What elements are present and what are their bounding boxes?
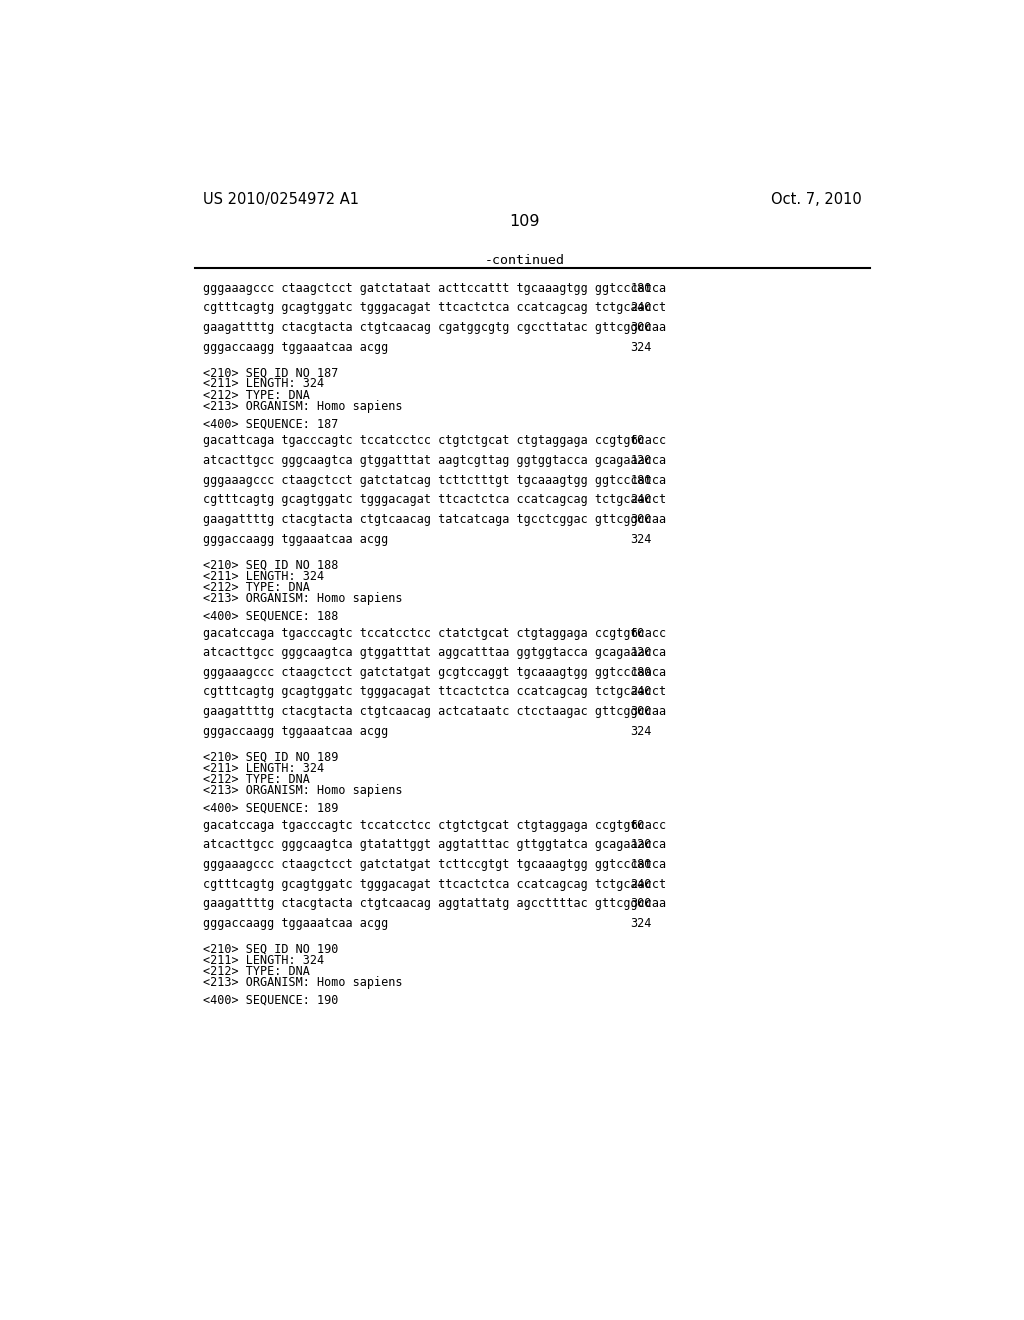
Text: <400> SEQUENCE: 190: <400> SEQUENCE: 190 (203, 994, 339, 1006)
Text: gaagattttg ctacgtacta ctgtcaacag actcataatc ctcctaagac gttcggccaa: gaagattttg ctacgtacta ctgtcaacag actcata… (203, 705, 667, 718)
Text: 60: 60 (630, 434, 644, 447)
Text: 240: 240 (630, 685, 651, 698)
Text: gaagattttg ctacgtacta ctgtcaacag tatcatcaga tgcctcggac gttcggccaa: gaagattttg ctacgtacta ctgtcaacag tatcatc… (203, 513, 667, 525)
Text: <400> SEQUENCE: 188: <400> SEQUENCE: 188 (203, 610, 339, 622)
Text: 324: 324 (630, 725, 651, 738)
Text: 324: 324 (630, 533, 651, 545)
Text: cgtttcagtg gcagtggatc tgggacagat ttcactctca ccatcagcag tctgcaacct: cgtttcagtg gcagtggatc tgggacagat ttcactc… (203, 878, 667, 891)
Text: <210> SEQ ID NO 190: <210> SEQ ID NO 190 (203, 942, 339, 956)
Text: 240: 240 (630, 494, 651, 507)
Text: atcacttgcc gggcaagtca gtatattggt aggtatttac gttggtatca gcagaaacca: atcacttgcc gggcaagtca gtatattggt aggtatt… (203, 838, 667, 851)
Text: <213> ORGANISM: Homo sapiens: <213> ORGANISM: Homo sapiens (203, 591, 402, 605)
Text: gggaaagccc ctaagctcct gatctatgat gcgtccaggt tgcaaagtgg ggtcccaaca: gggaaagccc ctaagctcct gatctatgat gcgtcca… (203, 665, 667, 678)
Text: cgtttcagtg gcagtggatc tgggacagat ttcactctca ccatcagcag tctgcaacct: cgtttcagtg gcagtggatc tgggacagat ttcactc… (203, 301, 667, 314)
Text: cgtttcagtg gcagtggatc tgggacagat ttcactctca ccatcagcag tctgcaacct: cgtttcagtg gcagtggatc tgggacagat ttcactc… (203, 494, 667, 507)
Text: 60: 60 (630, 818, 644, 832)
Text: <211> LENGTH: 324: <211> LENGTH: 324 (203, 762, 325, 775)
Text: 180: 180 (630, 665, 651, 678)
Text: 324: 324 (630, 917, 651, 929)
Text: gggaccaagg tggaaatcaa acgg: gggaccaagg tggaaatcaa acgg (203, 533, 388, 545)
Text: gggaaagccc ctaagctcct gatctatcag tcttctttgt tgcaaagtgg ggtcccatca: gggaaagccc ctaagctcct gatctatcag tcttctt… (203, 474, 667, 487)
Text: gacattcaga tgacccagtc tccatcctcc ctgtctgcat ctgtaggaga ccgtgtcacc: gacattcaga tgacccagtc tccatcctcc ctgtctg… (203, 434, 667, 447)
Text: <211> LENGTH: 324: <211> LENGTH: 324 (203, 378, 325, 391)
Text: <400> SEQUENCE: 189: <400> SEQUENCE: 189 (203, 801, 339, 814)
Text: <210> SEQ ID NO 189: <210> SEQ ID NO 189 (203, 751, 339, 763)
Text: <212> TYPE: DNA: <212> TYPE: DNA (203, 388, 310, 401)
Text: Oct. 7, 2010: Oct. 7, 2010 (771, 191, 862, 206)
Text: 180: 180 (630, 474, 651, 487)
Text: gggaaagccc ctaagctcct gatctatgat tcttccgtgt tgcaaagtgg ggtcccatca: gggaaagccc ctaagctcct gatctatgat tcttccg… (203, 858, 667, 871)
Text: 300: 300 (630, 705, 651, 718)
Text: 60: 60 (630, 627, 644, 640)
Text: 240: 240 (630, 301, 651, 314)
Text: -continued: -continued (484, 253, 565, 267)
Text: 120: 120 (630, 838, 651, 851)
Text: US 2010/0254972 A1: US 2010/0254972 A1 (203, 191, 359, 206)
Text: 120: 120 (630, 454, 651, 467)
Text: <213> ORGANISM: Homo sapiens: <213> ORGANISM: Homo sapiens (203, 400, 402, 413)
Text: 180: 180 (630, 281, 651, 294)
Text: gggaccaagg tggaaatcaa acgg: gggaccaagg tggaaatcaa acgg (203, 917, 388, 929)
Text: <210> SEQ ID NO 188: <210> SEQ ID NO 188 (203, 558, 339, 572)
Text: 300: 300 (630, 898, 651, 911)
Text: atcacttgcc gggcaagtca gtggatttat aagtcgttag ggtggtacca gcagaaacca: atcacttgcc gggcaagtca gtggatttat aagtcgt… (203, 454, 667, 467)
Text: cgtttcagtg gcagtggatc tgggacagat ttcactctca ccatcagcag tctgcaacct: cgtttcagtg gcagtggatc tgggacagat ttcactc… (203, 685, 667, 698)
Text: <213> ORGANISM: Homo sapiens: <213> ORGANISM: Homo sapiens (203, 784, 402, 797)
Text: <211> LENGTH: 324: <211> LENGTH: 324 (203, 954, 325, 966)
Text: gggaccaagg tggaaatcaa acgg: gggaccaagg tggaaatcaa acgg (203, 341, 388, 354)
Text: gaagattttg ctacgtacta ctgtcaacag cgatggcgtg cgccttatac gttcggccaa: gaagattttg ctacgtacta ctgtcaacag cgatggc… (203, 321, 667, 334)
Text: 300: 300 (630, 321, 651, 334)
Text: atcacttgcc gggcaagtca gtggatttat aggcatttaa ggtggtacca gcagaaacca: atcacttgcc gggcaagtca gtggatttat aggcatt… (203, 647, 667, 659)
Text: <212> TYPE: DNA: <212> TYPE: DNA (203, 581, 310, 594)
Text: 120: 120 (630, 647, 651, 659)
Text: gggaccaagg tggaaatcaa acgg: gggaccaagg tggaaatcaa acgg (203, 725, 388, 738)
Text: 324: 324 (630, 341, 651, 354)
Text: gaagattttg ctacgtacta ctgtcaacag aggtattatg agccttttac gttcggccaa: gaagattttg ctacgtacta ctgtcaacag aggtatt… (203, 898, 667, 911)
Text: <213> ORGANISM: Homo sapiens: <213> ORGANISM: Homo sapiens (203, 977, 402, 989)
Text: <210> SEQ ID NO 187: <210> SEQ ID NO 187 (203, 367, 339, 379)
Text: gggaaagccc ctaagctcct gatctataat acttccattt tgcaaagtgg ggtcccatca: gggaaagccc ctaagctcct gatctataat acttcca… (203, 281, 667, 294)
Text: gacatccaga tgacccagtc tccatcctcc ctatctgcat ctgtaggaga ccgtgtcacc: gacatccaga tgacccagtc tccatcctcc ctatctg… (203, 627, 667, 640)
Text: <212> TYPE: DNA: <212> TYPE: DNA (203, 774, 310, 785)
Text: 109: 109 (510, 214, 540, 228)
Text: <211> LENGTH: 324: <211> LENGTH: 324 (203, 570, 325, 582)
Text: gacatccaga tgacccagtc tccatcctcc ctgtctgcat ctgtaggaga ccgtgtcacc: gacatccaga tgacccagtc tccatcctcc ctgtctg… (203, 818, 667, 832)
Text: 180: 180 (630, 858, 651, 871)
Text: 300: 300 (630, 513, 651, 525)
Text: <212> TYPE: DNA: <212> TYPE: DNA (203, 965, 310, 978)
Text: 240: 240 (630, 878, 651, 891)
Text: <400> SEQUENCE: 187: <400> SEQUENCE: 187 (203, 417, 339, 430)
